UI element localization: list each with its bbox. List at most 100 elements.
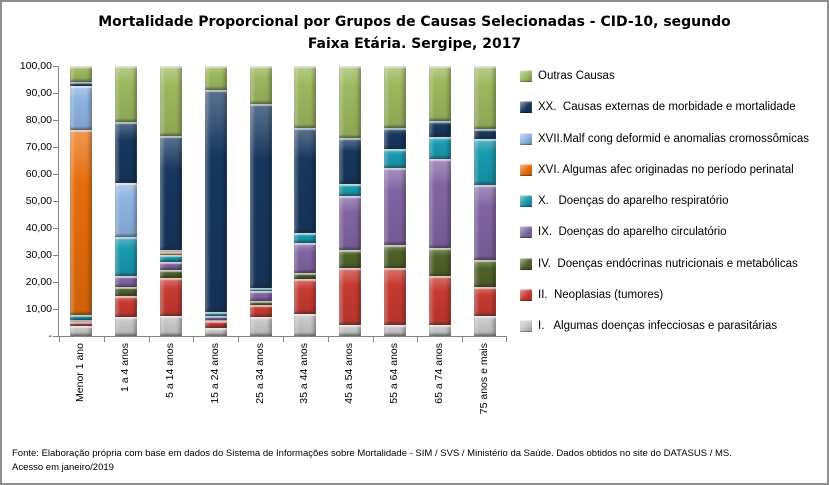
bar-segment <box>204 320 227 328</box>
y-tick-label: 80,00 <box>25 114 52 126</box>
legend-color-chip <box>520 257 532 270</box>
bar <box>249 66 272 336</box>
bar-segment <box>115 317 138 336</box>
bar-segment <box>70 66 93 82</box>
bar-segment <box>249 66 272 104</box>
bar-segment <box>339 184 362 196</box>
y-tick-label: 50,00 <box>25 195 52 207</box>
legend-color-chip <box>520 320 532 332</box>
bar-segment <box>339 267 362 325</box>
bar-segment <box>204 315 227 320</box>
bar-segment <box>70 320 93 322</box>
source-note-line-2: Acesso em janeiro/2019 <box>12 461 114 473</box>
legend-item-label: X. Doenças do aparelho respiratório <box>538 195 729 207</box>
legend-item-label: XVI. Algumas afec originadas no período … <box>538 163 794 176</box>
bar-segment <box>428 247 451 277</box>
y-tick-label: 10,00 <box>25 303 52 315</box>
bar-segment <box>70 130 93 316</box>
x-axis-labels: Menor 1 ano 1 a 4 anos 5 a 14 anos 15 a 24 … <box>58 337 506 439</box>
bar-segment <box>428 120 451 137</box>
y-tick-label: 70,00 <box>25 141 52 153</box>
chart-title: Mortalidade Proporcional por Grupos de C… <box>2 12 827 55</box>
bar-segment <box>473 259 496 287</box>
bar-segment <box>428 66 451 121</box>
x-axis-label: 75 anos e mais <box>477 343 490 415</box>
bar-segment <box>294 243 317 274</box>
x-axis-tick <box>193 336 195 342</box>
legend-item: X. Doenças do aparelho respiratório <box>520 195 826 207</box>
chart-area: 100,00 90,00 80,00 70,00 60,00 50,00 40,00 30,0… <box>10 60 826 439</box>
bar-segment <box>339 324 362 336</box>
bar-segment <box>204 66 227 91</box>
bar-segment <box>473 66 496 129</box>
x-axis-label: 35 a 44 anos <box>298 343 311 404</box>
legend-item: IX. Doenças do aparelho circulatório <box>520 226 826 239</box>
bar-segment <box>294 313 317 336</box>
legend-item: XVII.Malf cong deformid e anomalias crom… <box>520 132 826 145</box>
legend-item: II. Neoplasias (tumores) <box>520 288 826 301</box>
plot-area <box>53 65 507 342</box>
bar-segment <box>384 244 406 268</box>
legend-item-label: XVII.Malf cong deformid e anomalias crom… <box>538 132 809 145</box>
bar-segment <box>473 286 496 317</box>
x-axis-tick <box>462 336 464 342</box>
plot-wrap: Menor 1 ano 1 a 4 anos 5 a 14 anos 15 a 24 … <box>53 65 507 439</box>
bar-segment <box>249 301 272 305</box>
x-axis-label-slot: 15 a 24 anos <box>192 337 237 439</box>
y-axis-tick <box>53 65 59 67</box>
bar-segment <box>384 127 406 149</box>
x-axis-label-slot: 65 a 74 anos <box>416 337 461 439</box>
bar-segment <box>160 270 182 278</box>
x-axis-label-slot: 1 a 4 anos <box>103 337 148 439</box>
x-axis-tick <box>59 336 60 342</box>
x-axis-label-slot: 45 a 54 anos <box>327 337 372 439</box>
x-axis-tick <box>103 336 105 342</box>
bar-segment <box>249 291 272 302</box>
bar <box>294 66 317 336</box>
y-axis-tick <box>53 281 59 283</box>
y-axis-tick <box>53 335 59 337</box>
y-tick-label: 100,00 <box>19 60 52 72</box>
x-axis-label-slot: Menor 1 ano <box>58 337 103 439</box>
bar-segment <box>428 159 451 248</box>
bar-segment <box>204 327 227 336</box>
bar-segment <box>384 167 406 245</box>
y-axis-tick <box>53 254 59 256</box>
legend-color-chip <box>520 226 532 239</box>
bar-segment <box>294 66 317 129</box>
y-tick-label: 30,00 <box>25 249 52 261</box>
bar-segment <box>384 324 406 336</box>
bar <box>384 66 406 336</box>
y-axis: 100,00 90,00 80,00 70,00 60,00 50,00 40,00 30,0… <box>10 60 58 342</box>
x-axis-label: Menor 1 ano <box>74 343 87 402</box>
bar-segment <box>160 262 182 271</box>
bar-segment <box>339 137 362 185</box>
y-axis-tick <box>53 173 59 175</box>
y-tick-label: - <box>48 330 53 342</box>
legend-color-chip <box>520 195 532 207</box>
source-note-line-1: Fonte: Elaboração própria com base em da… <box>12 447 732 459</box>
legend-color-chip <box>520 132 532 145</box>
bar <box>204 66 227 336</box>
bar-segment <box>204 90 227 312</box>
bar-segment <box>115 275 138 288</box>
bar-segment <box>70 321 93 323</box>
bar-segment <box>339 249 362 268</box>
y-tick-label: 20,00 <box>25 276 52 288</box>
bar-segment <box>294 273 317 279</box>
bar-segment <box>70 315 93 321</box>
bar-segment <box>473 316 496 336</box>
legend-item-label: IV. Doenças endócrinas nutricionais e me… <box>538 257 798 270</box>
x-axis-label: 55 a 64 anos <box>387 343 400 404</box>
bar-segment <box>428 324 451 336</box>
legend-item: I. Algumas doenças infecciosas e parasit… <box>520 320 826 332</box>
x-axis-tick <box>238 336 240 342</box>
source-note: Fonte: Elaboração própria com base em da… <box>12 447 732 476</box>
bar-segment <box>115 236 138 276</box>
x-axis-label: 45 a 54 anos <box>343 343 356 404</box>
legend-item: IV. Doenças endócrinas nutricionais e me… <box>520 257 826 270</box>
x-axis-label-slot: 75 anos e mais <box>461 337 506 439</box>
legend-item-label: I. Algumas doenças infecciosas e parasit… <box>538 320 778 332</box>
bar <box>115 66 138 336</box>
x-axis-tick <box>372 336 374 342</box>
